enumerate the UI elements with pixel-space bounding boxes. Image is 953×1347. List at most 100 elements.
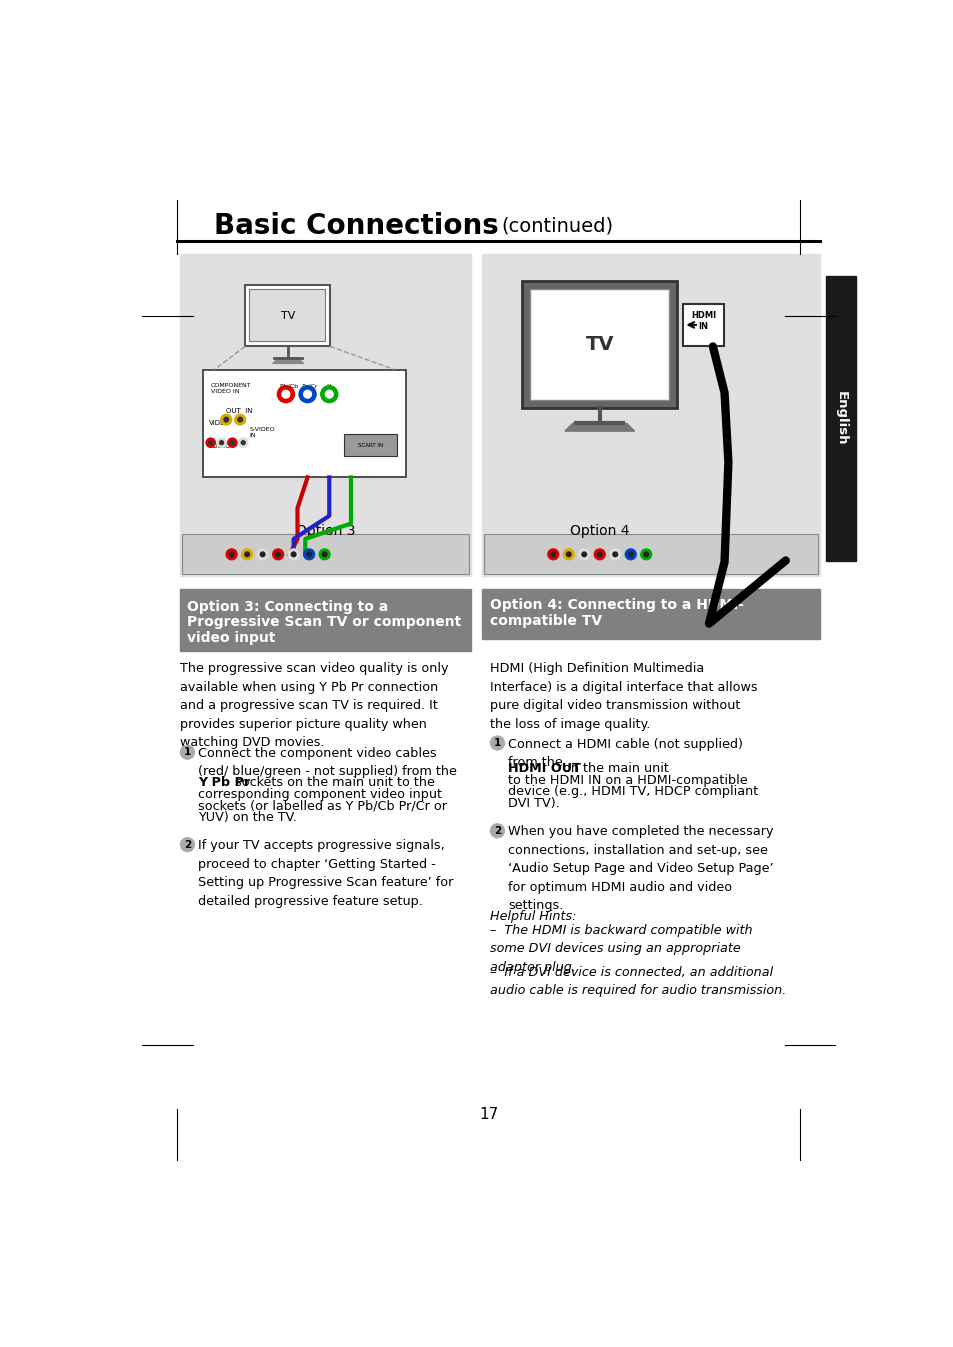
Circle shape (238, 438, 248, 447)
Circle shape (229, 552, 233, 556)
Circle shape (303, 550, 314, 560)
Circle shape (282, 391, 290, 397)
Circle shape (609, 550, 620, 560)
Text: S-VIDEO
IN: S-VIDEO IN (249, 427, 274, 438)
Text: YUV) on the TV.: YUV) on the TV. (198, 811, 297, 824)
Text: compatible TV: compatible TV (489, 614, 601, 629)
Circle shape (241, 440, 245, 445)
Text: Option 3: Option 3 (295, 524, 355, 539)
Circle shape (640, 550, 651, 560)
Circle shape (298, 385, 315, 403)
Text: –  If a DVI device is connected, an additional
audio cable is required for audio: – If a DVI device is connected, an addit… (489, 966, 785, 997)
Bar (481, 589, 819, 638)
Circle shape (257, 550, 268, 560)
Circle shape (550, 552, 555, 556)
Circle shape (275, 552, 280, 556)
Text: 2: 2 (494, 826, 500, 835)
Circle shape (231, 440, 234, 445)
Bar (179, 255, 471, 577)
Bar (245, 284, 330, 346)
Circle shape (303, 391, 311, 397)
Text: English: English (834, 391, 846, 446)
Bar (521, 282, 677, 408)
Text: on the main unit: on the main unit (558, 762, 669, 776)
Bar (203, 369, 406, 477)
Bar (249, 288, 325, 341)
Circle shape (319, 550, 330, 560)
Circle shape (578, 550, 589, 560)
Circle shape (245, 552, 249, 556)
Circle shape (220, 414, 232, 426)
Text: HDMI OUT: HDMI OUT (508, 762, 580, 776)
Text: Option 4: Connecting to a HDMI-: Option 4: Connecting to a HDMI- (489, 598, 743, 613)
Polygon shape (564, 423, 634, 431)
Circle shape (226, 550, 236, 560)
Text: Connect the component video cables
(red/ blue/green - not supplied) from the: Connect the component video cables (red/… (198, 746, 456, 779)
Text: 2: 2 (184, 839, 191, 850)
Text: device (e.g., HDMI TV, HDCP compliant: device (e.g., HDMI TV, HDCP compliant (508, 785, 758, 799)
Text: When you have completed the necessary
connections, installation and set-up, see
: When you have completed the necessary co… (508, 826, 773, 912)
Circle shape (581, 552, 586, 556)
Circle shape (273, 550, 283, 560)
Text: 1: 1 (184, 748, 191, 757)
Circle shape (612, 552, 617, 556)
Circle shape (234, 414, 245, 426)
Text: VIDEO: VIDEO (209, 419, 231, 426)
Text: DVI TV).: DVI TV). (508, 797, 559, 810)
Text: If your TV accepts progressive signals,
proceed to chapter ‘Getting Started -
Se: If your TV accepts progressive signals, … (198, 839, 454, 908)
Circle shape (291, 552, 295, 556)
Circle shape (594, 550, 604, 560)
Circle shape (216, 438, 226, 447)
Bar (530, 288, 669, 400)
Text: Y Pb Pr: Y Pb Pr (198, 776, 251, 789)
Text: Progressive Scan TV or component: Progressive Scan TV or component (187, 616, 461, 629)
Text: Option 3: Connecting to a: Option 3: Connecting to a (187, 599, 388, 614)
Text: TV: TV (281, 311, 295, 321)
Circle shape (224, 418, 229, 422)
Text: Pb/Cb  Pr/Cr     Y: Pb/Cb Pr/Cr Y (280, 384, 332, 388)
Circle shape (624, 550, 636, 560)
Circle shape (597, 552, 601, 556)
Bar (682, 304, 723, 346)
Polygon shape (273, 358, 303, 364)
Circle shape (322, 552, 327, 556)
Circle shape (209, 440, 213, 445)
Bar (825, 276, 855, 560)
Text: SCART IN: SCART IN (357, 443, 382, 447)
Circle shape (180, 745, 194, 760)
Text: HDMI (High Definition Multimedia
Interface) is a digital interface that allows
p: HDMI (High Definition Multimedia Interfa… (489, 663, 757, 730)
Bar (481, 255, 819, 577)
Text: –  The HDMI is backward compatible with
some DVI devices using an appropriate
ad: – The HDMI is backward compatible with s… (489, 924, 752, 974)
Text: Option 4: Option 4 (569, 524, 629, 539)
Circle shape (566, 552, 571, 556)
Circle shape (228, 438, 236, 447)
Circle shape (260, 552, 265, 556)
Circle shape (628, 552, 633, 556)
Text: to the HDMI IN on a HDMI-compatible: to the HDMI IN on a HDMI-compatible (508, 773, 747, 787)
Text: sockets (or labelled as Y Pb/Cb Pr/Cr or: sockets (or labelled as Y Pb/Cb Pr/Cr or (198, 799, 447, 812)
Text: TV: TV (585, 334, 614, 354)
Circle shape (643, 552, 648, 556)
Circle shape (180, 838, 194, 851)
Circle shape (547, 550, 558, 560)
Circle shape (490, 824, 504, 838)
Text: The progressive scan video quality is only
available when using Y Pb Pr connecti: The progressive scan video quality is on… (179, 663, 448, 749)
Circle shape (219, 440, 223, 445)
Text: Helpful Hints:: Helpful Hints: (489, 911, 576, 923)
Bar (179, 589, 471, 651)
Bar (182, 533, 468, 574)
Text: AUDIO: AUDIO (209, 443, 232, 449)
Text: video input: video input (187, 630, 275, 645)
Circle shape (237, 418, 242, 422)
Text: corresponding component video input: corresponding component video input (198, 788, 442, 800)
Circle shape (241, 550, 253, 560)
Text: HDMI
IN: HDMI IN (690, 311, 716, 331)
Circle shape (490, 735, 504, 750)
Text: 1: 1 (494, 738, 500, 748)
Bar (484, 533, 817, 574)
Text: Connect a HDMI cable (not supplied)
from the: Connect a HDMI cable (not supplied) from… (508, 738, 742, 769)
Circle shape (288, 550, 298, 560)
Circle shape (325, 391, 333, 397)
Text: COMPONENT
VIDEO IN: COMPONENT VIDEO IN (211, 384, 251, 395)
Circle shape (206, 438, 215, 447)
